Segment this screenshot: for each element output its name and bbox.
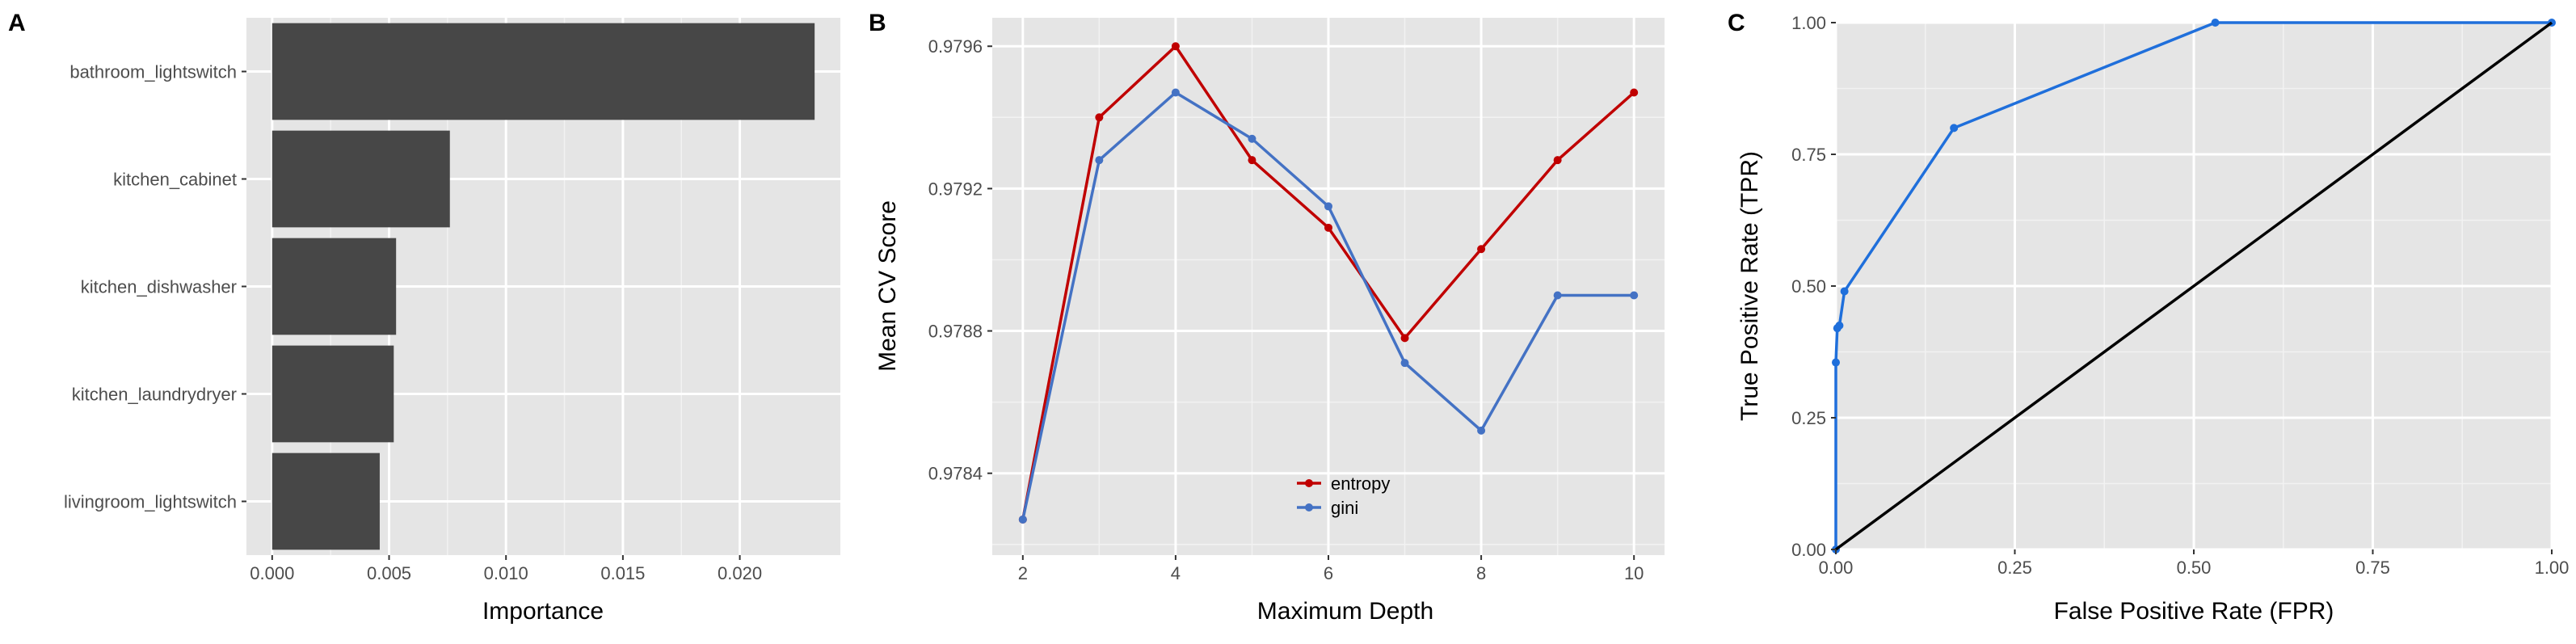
panel-b-x-tick-label: 10 [1624,563,1644,583]
panel-c-axes: 0.00 0.25 0.50 0.75 1.00 0.00 0.25 0.50 0.75 1.00 [1791,13,2569,578]
panel-a-x-tick-label: 0.015 [600,563,645,583]
point-roc [1835,321,1844,330]
panel-b-x-axis-title: Maximum Depth [1257,598,1433,625]
panel-b-x-tick-label: 4 [1171,563,1181,583]
panel-a-label: A [8,10,26,36]
panel-c-x-axis-title: False Positive Rate (FPR) [2054,598,2334,625]
point-roc [1832,358,1840,367]
point-gini [1248,134,1256,143]
point-gini [1630,291,1639,300]
panel-c-x-tick-label: 0.00 [1819,558,1854,578]
point-roc [2211,19,2220,27]
panel-a-y-tick-label: livingroom_lightswitch [64,492,237,512]
point-entropy [1630,88,1639,97]
panel-a-y-tick-label: bathroom_lightswitch [69,62,237,82]
line-roc [1834,21,2552,549]
panel-b-y-axis-title: Mean CV Score [874,200,901,372]
bar-kitchen_cabinet [271,130,450,228]
panel-b-y-tick-label: 0.9796 [928,36,983,57]
point-roc [1950,124,1959,133]
panel-c-y-tick-label: 0.00 [1791,540,1826,560]
panel-b-x-tick-label: 6 [1324,563,1333,583]
point-entropy [1095,113,1104,122]
legend-label-entropy: entropy [1331,474,1390,494]
panel-c-y-tick-label: 0.50 [1791,276,1826,297]
panel-b-x-tick-label: 8 [1476,563,1486,583]
panel-b-cv-score-chart: B 2 4 6 8 10 0.9784 0.9788 0.9792 0.9796 entropy… [869,10,1665,625]
panel-c-roc-chart: C 0.00 0.25 0.50 0.75 1.00 0.00 0.25 0.50 0.75 1.… [1728,10,2569,625]
point-gini [1477,426,1486,435]
panel-c-y-axis-title: True Positive Rate (TPR) [1736,151,1763,421]
legend-marker-gini [1305,503,1313,511]
point-roc [1840,287,1849,296]
panel-a-x-axis-title: Importance [482,598,604,625]
line-diagonal [1834,21,2553,551]
point-gini [1400,359,1409,368]
panel-a-y-tick-label: kitchen_dishwasher [81,277,237,297]
panel-a-importance-chart: A bathroom_lightswitch kitchen_cabinetkit… [8,10,840,625]
panel-b-y-tick-label: 0.9792 [928,179,983,199]
panel-a-y-tick-label: kitchen_cabinet [113,170,237,190]
panel-a-axes: bathroom_lightswitch kitchen_cabinetkitch… [64,62,762,584]
panel-c-x-tick-label: 1.00 [2535,558,2570,578]
point-entropy [1248,156,1256,165]
point-gini [1324,202,1332,211]
panel-a-bars [271,23,815,550]
panel-a-x-tick-label: 0.020 [718,563,762,583]
panel-b-axes: 2 4 6 8 10 0.9784 0.9788 0.9792 0.9796 [928,36,1644,583]
point-entropy [1324,223,1332,232]
panel-b-y-tick-label: 0.9788 [928,322,983,342]
panel-b-y-tick-label: 0.9784 [928,464,983,484]
panel-b-label: B [869,10,886,36]
panel-c-x-tick-label: 0.50 [2177,558,2212,578]
panel-c-label: C [1728,10,1745,36]
point-gini [1018,515,1027,524]
panel-c-y-tick-label: 0.75 [1791,145,1826,165]
panel-c-x-tick-label: 0.25 [1997,558,2032,578]
panel-b-grid [992,18,1665,555]
bar-kitchen_laundrydryer [271,345,394,443]
bar-bathroom_lightswitch [271,23,815,120]
panel-c-y-tick-label: 0.25 [1791,408,1826,428]
panel-b-series [1018,42,1639,524]
point-entropy [1477,245,1486,254]
legend-label-gini: gini [1331,498,1358,518]
point-entropy [1400,334,1409,343]
panel-b-legend: entropy gini [1297,474,1390,518]
panel-b-x-tick-label: 2 [1018,563,1028,583]
point-gini [1553,291,1562,300]
point-entropy [1553,156,1562,165]
legend-marker-entropy [1305,479,1313,487]
panel-c-x-tick-label: 0.75 [2355,558,2390,578]
point-entropy [1171,42,1180,51]
bar-kitchen_dishwasher [271,238,397,335]
point-gini [1095,156,1104,165]
panel-a-x-tick-label: 0.005 [367,563,411,583]
panel-c-series [1832,19,2556,554]
point-gini [1171,88,1180,97]
panel-a-x-tick-label: 0.010 [484,563,528,583]
bar-livingroom_lightswitch [271,452,380,550]
panel-a-y-tick-label: kitchen_laundrydryer [72,385,237,405]
panel-a-x-tick-label: 0.000 [250,563,294,583]
panel-c-y-tick-label: 1.00 [1791,13,1826,33]
